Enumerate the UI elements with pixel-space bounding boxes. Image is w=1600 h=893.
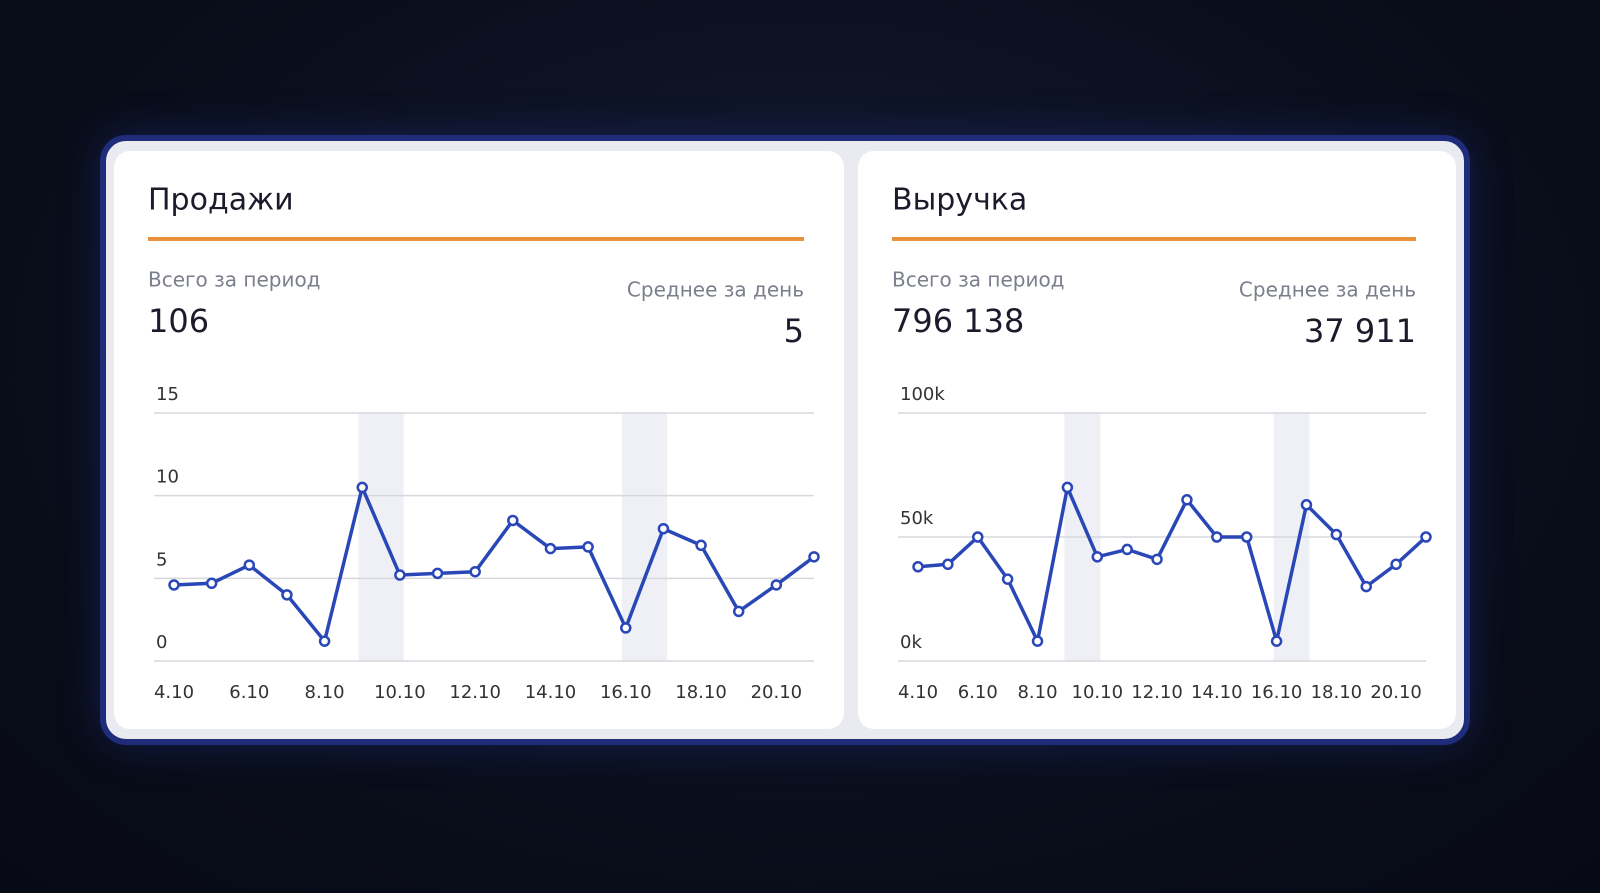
chart: Выручка Всего за период 796 138 Среднее за … [892, 183, 1432, 703]
point [1061, 481, 1074, 494]
y-tick-label: 0k [900, 632, 922, 653]
point [1330, 528, 1343, 541]
point [1270, 635, 1283, 647]
point [582, 541, 594, 553]
y-tick-label: 15 [156, 384, 179, 405]
x-tick-label: 20.10 [1370, 682, 1422, 703]
point [942, 558, 954, 571]
point [1300, 499, 1313, 511]
panel: Продажи Всего за период 106 Среднее за день… [114, 151, 844, 729]
y-tick-label: 5 [156, 549, 167, 570]
point [1151, 553, 1163, 566]
summary-label: Всего за период [148, 268, 321, 292]
summary-label: Среднее за день [627, 278, 804, 302]
point [281, 589, 293, 601]
point [1360, 580, 1372, 593]
summary-value: 106 [148, 302, 209, 340]
x-tick-label: 16.10 [600, 682, 652, 703]
weekend-band [358, 413, 404, 661]
x-tick-label: 6.10 [229, 682, 269, 703]
panel: Выручка Всего за период 796 138 Среднее за … [858, 151, 1456, 729]
point [205, 577, 218, 590]
x-tick-label: 14.10 [525, 682, 577, 703]
point [770, 579, 783, 591]
point [1181, 494, 1193, 506]
x-tick-label: 10.10 [1072, 682, 1124, 703]
point [1211, 531, 1223, 543]
summary-label: Среднее за день [1239, 278, 1416, 302]
point [912, 561, 924, 573]
point [1001, 573, 1014, 585]
x-tick-label: 12.10 [449, 682, 501, 703]
point [243, 559, 256, 571]
point [507, 514, 519, 527]
y-tick-label: 50k [900, 508, 934, 529]
line [917, 485, 1428, 643]
summary-value: 5 [784, 312, 804, 350]
point [1240, 531, 1253, 543]
point [394, 569, 406, 581]
x-tick-label: 6.10 [958, 682, 998, 703]
summary-value: 37 911 [1304, 312, 1416, 350]
x-tick-label: 18.10 [675, 682, 727, 703]
point [657, 522, 670, 535]
point [544, 542, 557, 555]
line [173, 485, 816, 643]
x-tick-label: 4.10 [898, 682, 938, 703]
point [168, 579, 180, 591]
point [1390, 558, 1402, 571]
y-tick-label: 10 [156, 467, 179, 488]
point [808, 551, 820, 563]
x-tick-label: 14.10 [1191, 682, 1243, 703]
point [469, 565, 481, 578]
point [732, 605, 745, 618]
summary-label: Всего за период [892, 268, 1065, 292]
point [1091, 551, 1104, 563]
point [620, 622, 632, 634]
chart-title: Выручка [892, 183, 1027, 218]
x-tick-label: 4.10 [154, 682, 194, 703]
point [972, 531, 984, 543]
x-tick-label: 20.10 [751, 682, 803, 703]
dashboard-frame: Продажи Всего за период 106 Среднее за день… [100, 135, 1470, 745]
point [1031, 635, 1044, 647]
x-tick-label: 10.10 [374, 682, 426, 703]
x-tick-label: 8.10 [1017, 682, 1057, 703]
point [318, 635, 331, 647]
x-tick-label: 16.10 [1251, 682, 1303, 703]
chart: Продажи Всего за период 106 Среднее за день… [148, 183, 820, 703]
y-tick-label: 0 [156, 632, 167, 653]
point [695, 539, 707, 552]
point [431, 567, 444, 580]
chart-title: Продажи [148, 183, 294, 218]
summary-value: 796 138 [892, 302, 1024, 340]
point [1420, 531, 1432, 543]
point [1121, 543, 1133, 556]
x-tick-label: 12.10 [1131, 682, 1183, 703]
y-tick-label: 100k [900, 384, 945, 405]
point [356, 481, 368, 494]
x-tick-label: 18.10 [1311, 682, 1363, 703]
x-tick-label: 8.10 [305, 682, 345, 703]
